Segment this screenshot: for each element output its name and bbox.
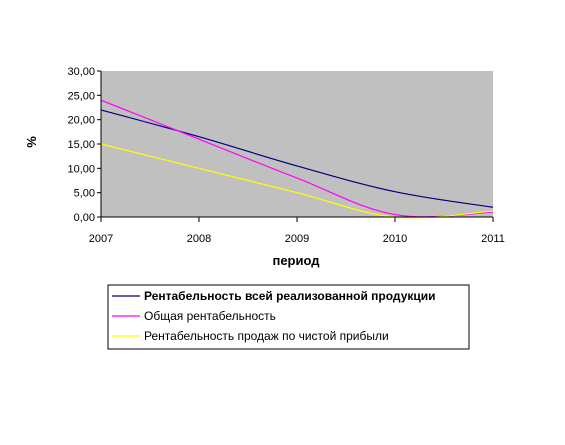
series-line-3 xyxy=(100,143,494,219)
x-tick-label: 2008 xyxy=(187,233,211,245)
plot-area xyxy=(100,71,494,219)
series-line-1 xyxy=(100,109,494,208)
y-tick-label: 0,00 xyxy=(74,212,95,224)
x-tick-label: 2011 xyxy=(481,233,505,245)
y-tick-label: 30,00 xyxy=(67,66,95,78)
y-axis-title: % xyxy=(24,136,39,148)
y-tick-label: 20,00 xyxy=(67,115,95,127)
y-tick-label: 15,00 xyxy=(67,139,95,151)
y-tick-label: 10,00 xyxy=(67,163,95,175)
x-tick-label: 2007 xyxy=(89,233,113,245)
legend-label-3: Рентабельность продаж по чистой прибыли xyxy=(144,329,389,343)
y-tick-label: 25,00 xyxy=(67,90,95,102)
legend-box xyxy=(107,284,470,350)
legend-label-1: Рентабельность всей реализованной продук… xyxy=(144,289,436,303)
axes: 0,00 5,00 10,00 15,00 20,00 25,00 30,00 2007 200… xyxy=(67,66,504,245)
y-tick-label: 5,00 xyxy=(74,188,95,200)
plot-background xyxy=(101,71,493,217)
x-tick-label: 2009 xyxy=(285,233,309,245)
legend-label-2: Общая рентабельность xyxy=(144,309,276,323)
x-axis-title: период xyxy=(272,253,320,268)
x-tick-label: 2010 xyxy=(383,233,407,245)
legend: Рентабельность всей реализованной продук… xyxy=(107,284,470,350)
